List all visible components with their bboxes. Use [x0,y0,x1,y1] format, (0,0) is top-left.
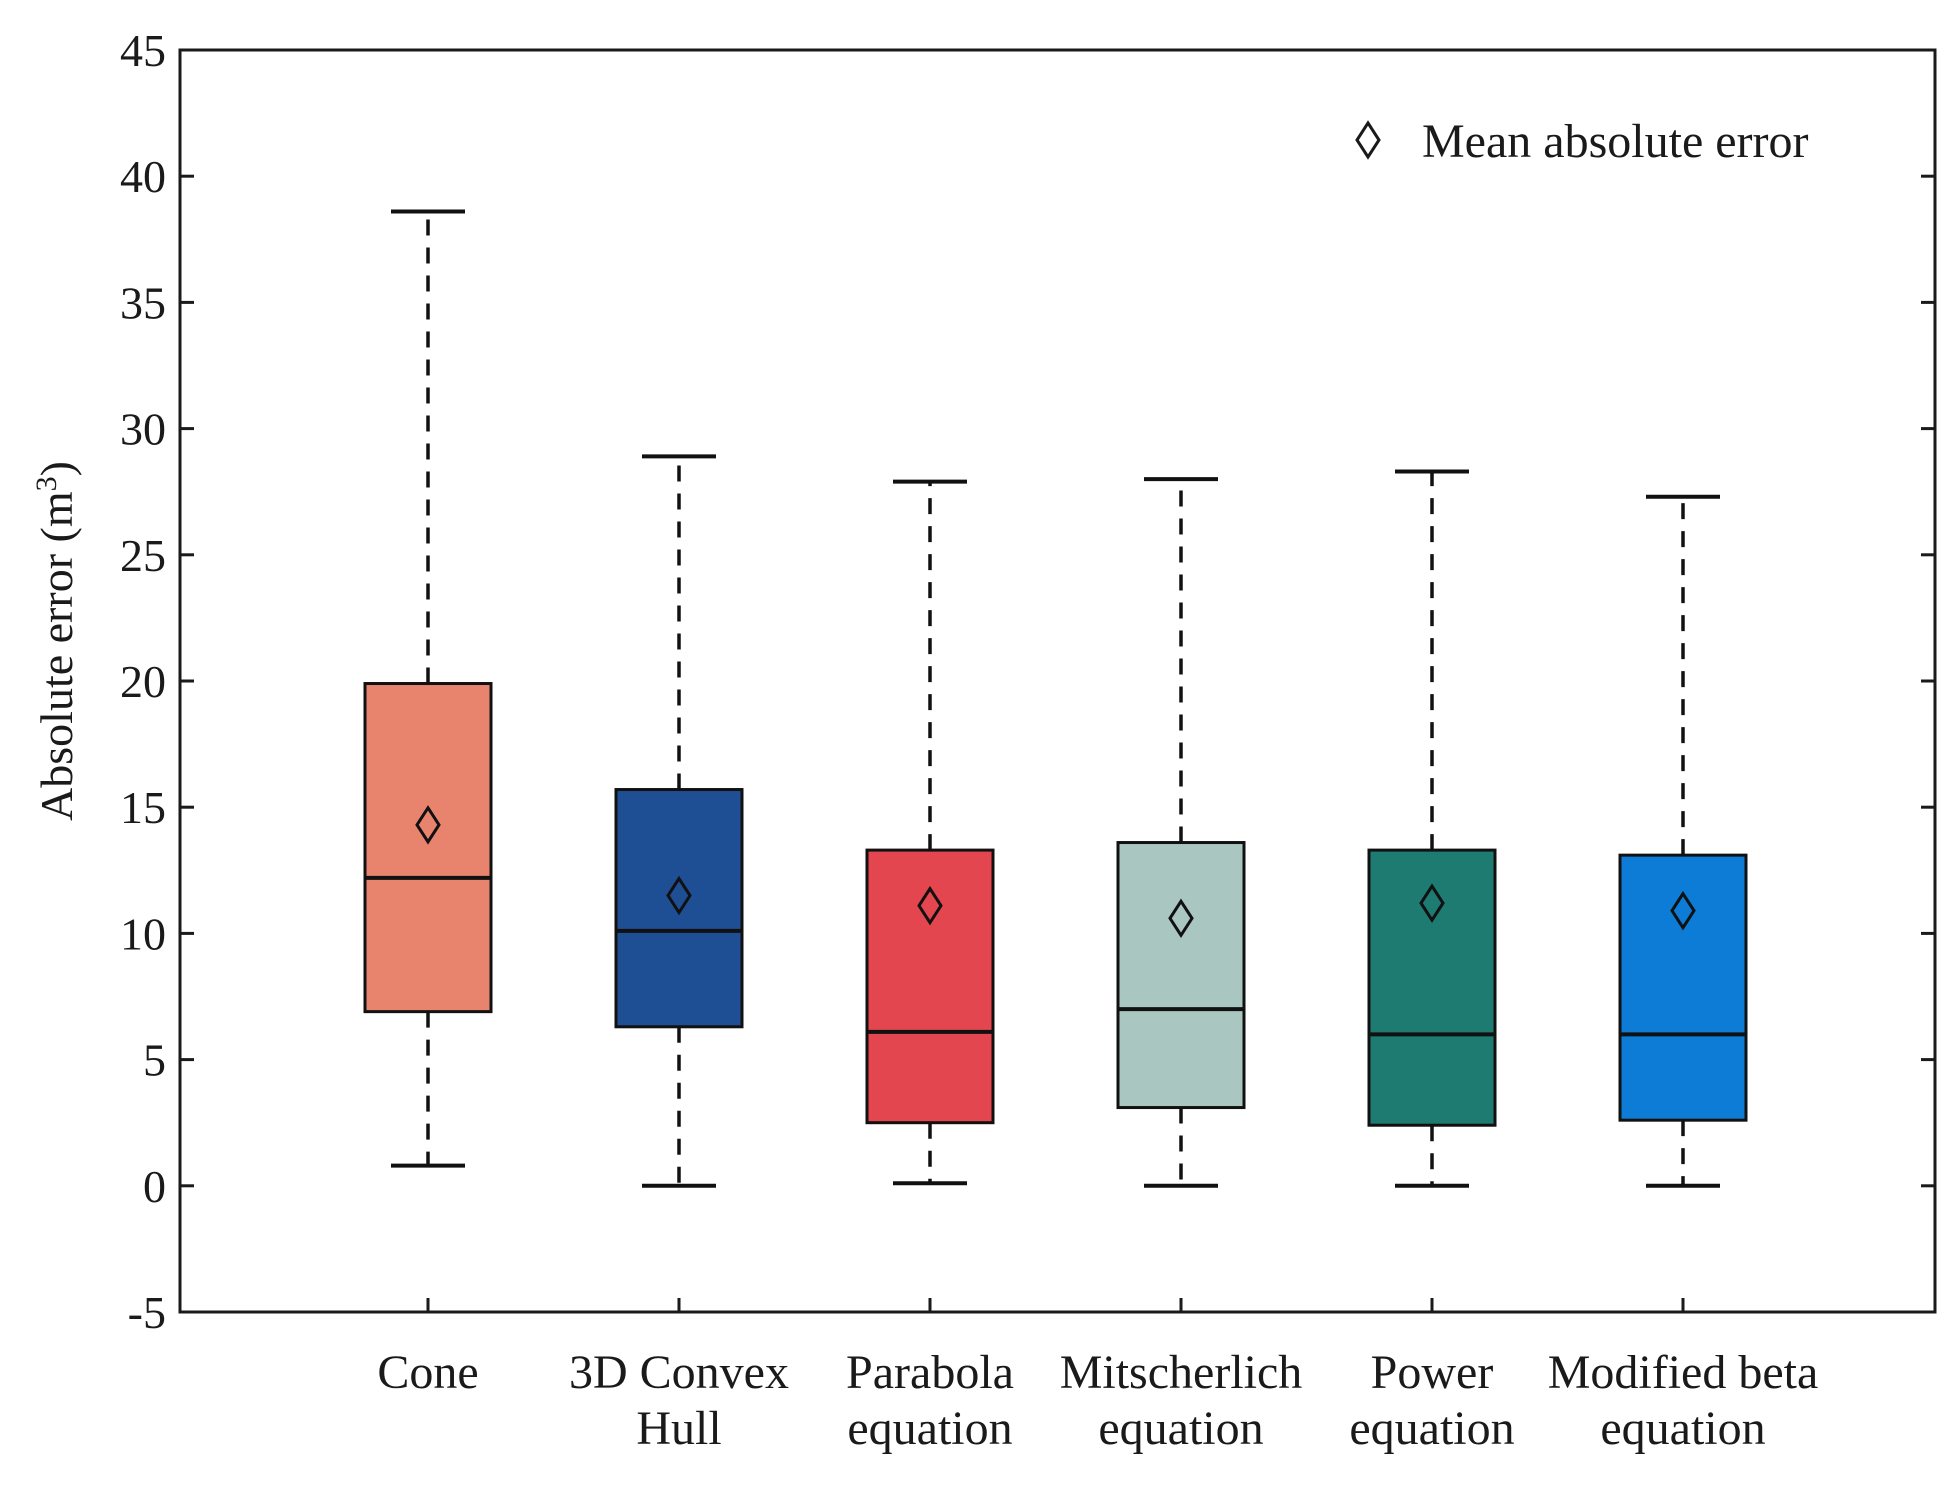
y-tick-label: 45 [120,25,166,76]
box-group [1116,477,1246,1188]
iqr-box [865,848,995,1125]
y-tick-label: 20 [120,656,166,707]
x-category-label: 3D Convex [569,1346,789,1399]
iqr-box [1116,841,1246,1110]
iqr-box [363,682,493,1014]
y-tick-label: 5 [143,1035,166,1086]
y-tick-label: 35 [120,277,166,328]
x-axis-labels: Cone 3D ConvexHullParabolaequationMitsche… [377,1346,1818,1455]
y-tick-label: 25 [120,530,166,581]
y-axis-title: Absolute error (m3) [30,461,83,821]
x-category-label: Modified beta [1548,1346,1819,1399]
box-group [363,209,493,1168]
x-category-label: equation [1349,1402,1514,1455]
legend-diamond-icon [1355,120,1381,160]
box-group [1618,494,1748,1188]
y-axis-title-main: Absolute error (m [31,491,82,821]
y-axis-title-close: ) [31,461,82,476]
box-group [1367,469,1497,1188]
mean-diamond-marker [1670,890,1696,931]
boxes [363,209,1748,1188]
y-axis-title-superscript: 3 [30,476,63,491]
legend: Mean absolute error [1355,115,1809,168]
iqr-box [1618,853,1748,1122]
plot-area-frame [178,48,1937,1314]
y-tick-label: 0 [143,1161,166,1212]
y-tick-label: -5 [128,1287,166,1338]
x-category-label: Parabola [846,1346,1014,1399]
mean-diamond-marker [1168,898,1194,939]
iqr-box [1367,848,1497,1127]
mean-diamond-marker [1419,883,1445,923]
y-tick-label: 10 [120,908,166,959]
x-category-label: Power [1371,1346,1494,1399]
axes: -5 0 5 10 15 20 25 30 35 40 45 [120,25,1937,1338]
legend-label: Mean absolute error [1422,115,1809,168]
x-category-label: equation [1600,1402,1765,1455]
iqr-box [614,788,744,1029]
x-category-label: equation [1098,1402,1263,1455]
y-axis-ticks: -5 0 5 10 15 20 25 30 35 40 45 [120,25,1935,1338]
x-category-label: Cone [377,1346,478,1399]
mean-diamond-marker [666,875,692,916]
y-tick-label: 40 [120,151,166,202]
y-tick-label: 15 [120,782,166,833]
y-tick-label: 30 [120,404,166,455]
x-category-label: Hull [636,1402,721,1455]
box-group [865,479,995,1186]
x-category-label: equation [847,1402,1012,1455]
x-category-label: Mitscherlich [1060,1346,1303,1399]
mean-diamond-marker [415,805,441,845]
box-group [614,454,744,1188]
mean-diamond-marker [917,885,943,926]
